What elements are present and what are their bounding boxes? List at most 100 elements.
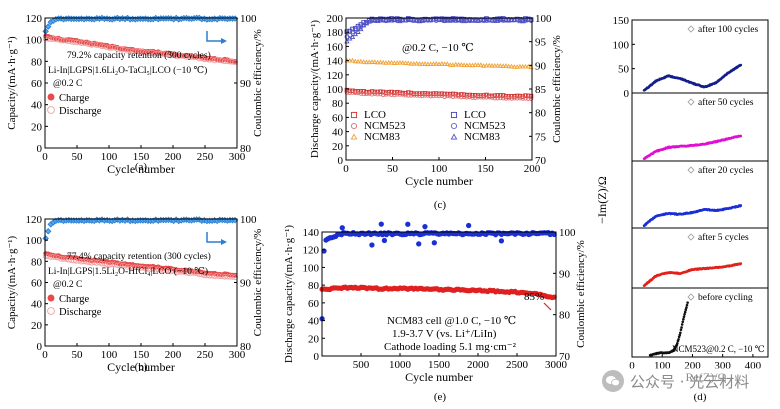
ce-point bbox=[358, 26, 364, 32]
eis-point bbox=[680, 323, 684, 326]
eis-point bbox=[686, 301, 689, 304]
panel-a: 0 50 100 150 200 250 300 0 20 40 60 80 100 120 80 90 100… bbox=[6, 13, 264, 176]
capacity-point bbox=[514, 64, 520, 69]
eis-point bbox=[739, 262, 743, 265]
capacity-point bbox=[528, 93, 534, 99]
y-tick-label: 40 bbox=[308, 316, 320, 328]
eis-point bbox=[684, 308, 688, 311]
legend-capacity-marker bbox=[350, 122, 358, 130]
capacity-point bbox=[470, 93, 475, 98]
capacity-point bbox=[358, 89, 364, 94]
capacity-point bbox=[445, 91, 450, 97]
y-tick-label: 60 bbox=[31, 78, 43, 90]
capacity-point bbox=[416, 61, 423, 66]
retention-arrow-icon bbox=[543, 302, 552, 311]
capacity-point bbox=[389, 59, 395, 65]
capacity-point bbox=[361, 59, 367, 64]
x-tick-label: 1000 bbox=[389, 359, 412, 371]
legend-capacity-label: LCO bbox=[364, 109, 386, 121]
capacity-point bbox=[430, 61, 436, 66]
capacity-point bbox=[489, 93, 495, 99]
rate-annotation: @0.2 C bbox=[53, 79, 82, 89]
capacity-point bbox=[456, 92, 461, 98]
y2-tick-label: 80 bbox=[240, 143, 252, 155]
capacity-point bbox=[478, 62, 484, 67]
x-axis-label: Cycle number bbox=[107, 162, 175, 176]
capacity-point bbox=[442, 61, 448, 66]
x-tick-label: 150 bbox=[133, 151, 150, 163]
capacity-point bbox=[433, 91, 439, 96]
capacity-point bbox=[425, 61, 431, 67]
capacity-point bbox=[428, 61, 434, 67]
eis-point bbox=[676, 342, 679, 345]
eis-point bbox=[679, 331, 682, 335]
capacity-point bbox=[486, 62, 492, 68]
capacity-point bbox=[358, 91, 364, 96]
capacity-point bbox=[400, 90, 405, 96]
eis-point bbox=[683, 310, 687, 314]
legend-ce-marker bbox=[450, 133, 458, 140]
y2-tick-label: 90 bbox=[559, 268, 571, 280]
capacity-point bbox=[495, 95, 500, 101]
capacity-point bbox=[461, 62, 467, 67]
capacity-point bbox=[375, 59, 381, 65]
y2-tick-label: 90 bbox=[535, 60, 547, 72]
capacity-point bbox=[400, 92, 405, 97]
capacity-point bbox=[375, 91, 380, 97]
capacity-point bbox=[431, 91, 436, 96]
retention-annotation: 77.4% capacity retention (300 cycles) bbox=[67, 251, 211, 262]
capacity-point bbox=[439, 61, 445, 66]
capacity-point bbox=[411, 61, 417, 66]
x-tick-label: 200 bbox=[165, 151, 182, 163]
capacity-point bbox=[389, 89, 394, 95]
y-tick-label: 60 bbox=[31, 278, 43, 290]
legend-discharge-label: Discharge bbox=[59, 106, 102, 117]
y2-tick-label: 70 bbox=[559, 351, 571, 363]
capacity-point bbox=[422, 61, 428, 66]
capacity-point bbox=[500, 93, 506, 98]
y-tick-label: 80 bbox=[332, 98, 344, 110]
capacity-point bbox=[433, 60, 439, 66]
legend-ce-label: NCM83 bbox=[464, 131, 501, 143]
capacity-point bbox=[400, 60, 406, 65]
capacity-point bbox=[520, 96, 525, 101]
capacity-point bbox=[500, 63, 506, 68]
subplot-label: after 20 cycles bbox=[698, 165, 754, 176]
ce-outlier-point bbox=[422, 224, 428, 230]
x-tick-label: 250 bbox=[197, 349, 214, 361]
x-tick-label: 100 bbox=[101, 151, 118, 163]
capacity-point bbox=[436, 61, 442, 66]
subplot-label: after 50 cycles bbox=[698, 97, 754, 108]
y-tick-label: 0 bbox=[624, 88, 630, 100]
y-tick-label: 20 bbox=[308, 333, 320, 345]
y-axis-label: Discharge capacity/(mA·h·g⁻¹) bbox=[309, 20, 321, 158]
capacity-point bbox=[517, 93, 523, 99]
y-tick-label: 120 bbox=[303, 245, 320, 257]
eis-point bbox=[739, 63, 743, 67]
capacity-point bbox=[397, 59, 403, 65]
y2-tick-label: 80 bbox=[240, 341, 252, 353]
y-axis-label: −Im(Z)/Ω bbox=[595, 176, 609, 224]
capacity-point bbox=[406, 90, 411, 95]
legend-charge-marker bbox=[47, 294, 55, 302]
capacity-point bbox=[436, 93, 442, 99]
x-tick-label: 150 bbox=[133, 349, 150, 361]
x-tick-label: 0 bbox=[343, 163, 349, 175]
panel-label: (a) bbox=[135, 161, 148, 173]
y2-tick-label: 100 bbox=[535, 13, 552, 25]
panel-label: (d) bbox=[694, 391, 707, 403]
capacity-point bbox=[391, 60, 397, 65]
x-tick-label: 3000 bbox=[545, 359, 568, 371]
capacity-point bbox=[380, 59, 386, 65]
y-tick-label: 100 bbox=[303, 262, 320, 274]
capacity-point bbox=[498, 95, 503, 101]
ce-point bbox=[349, 34, 356, 40]
x-tick-label: 300 bbox=[229, 349, 246, 361]
subplot-label: after 5 cycles bbox=[698, 232, 749, 243]
capacity-point bbox=[469, 62, 476, 68]
capacity-point bbox=[352, 58, 358, 64]
capacity-point bbox=[392, 92, 397, 98]
y2-tick-label: 80 bbox=[559, 310, 571, 322]
y-tick-label: 80 bbox=[31, 256, 43, 268]
